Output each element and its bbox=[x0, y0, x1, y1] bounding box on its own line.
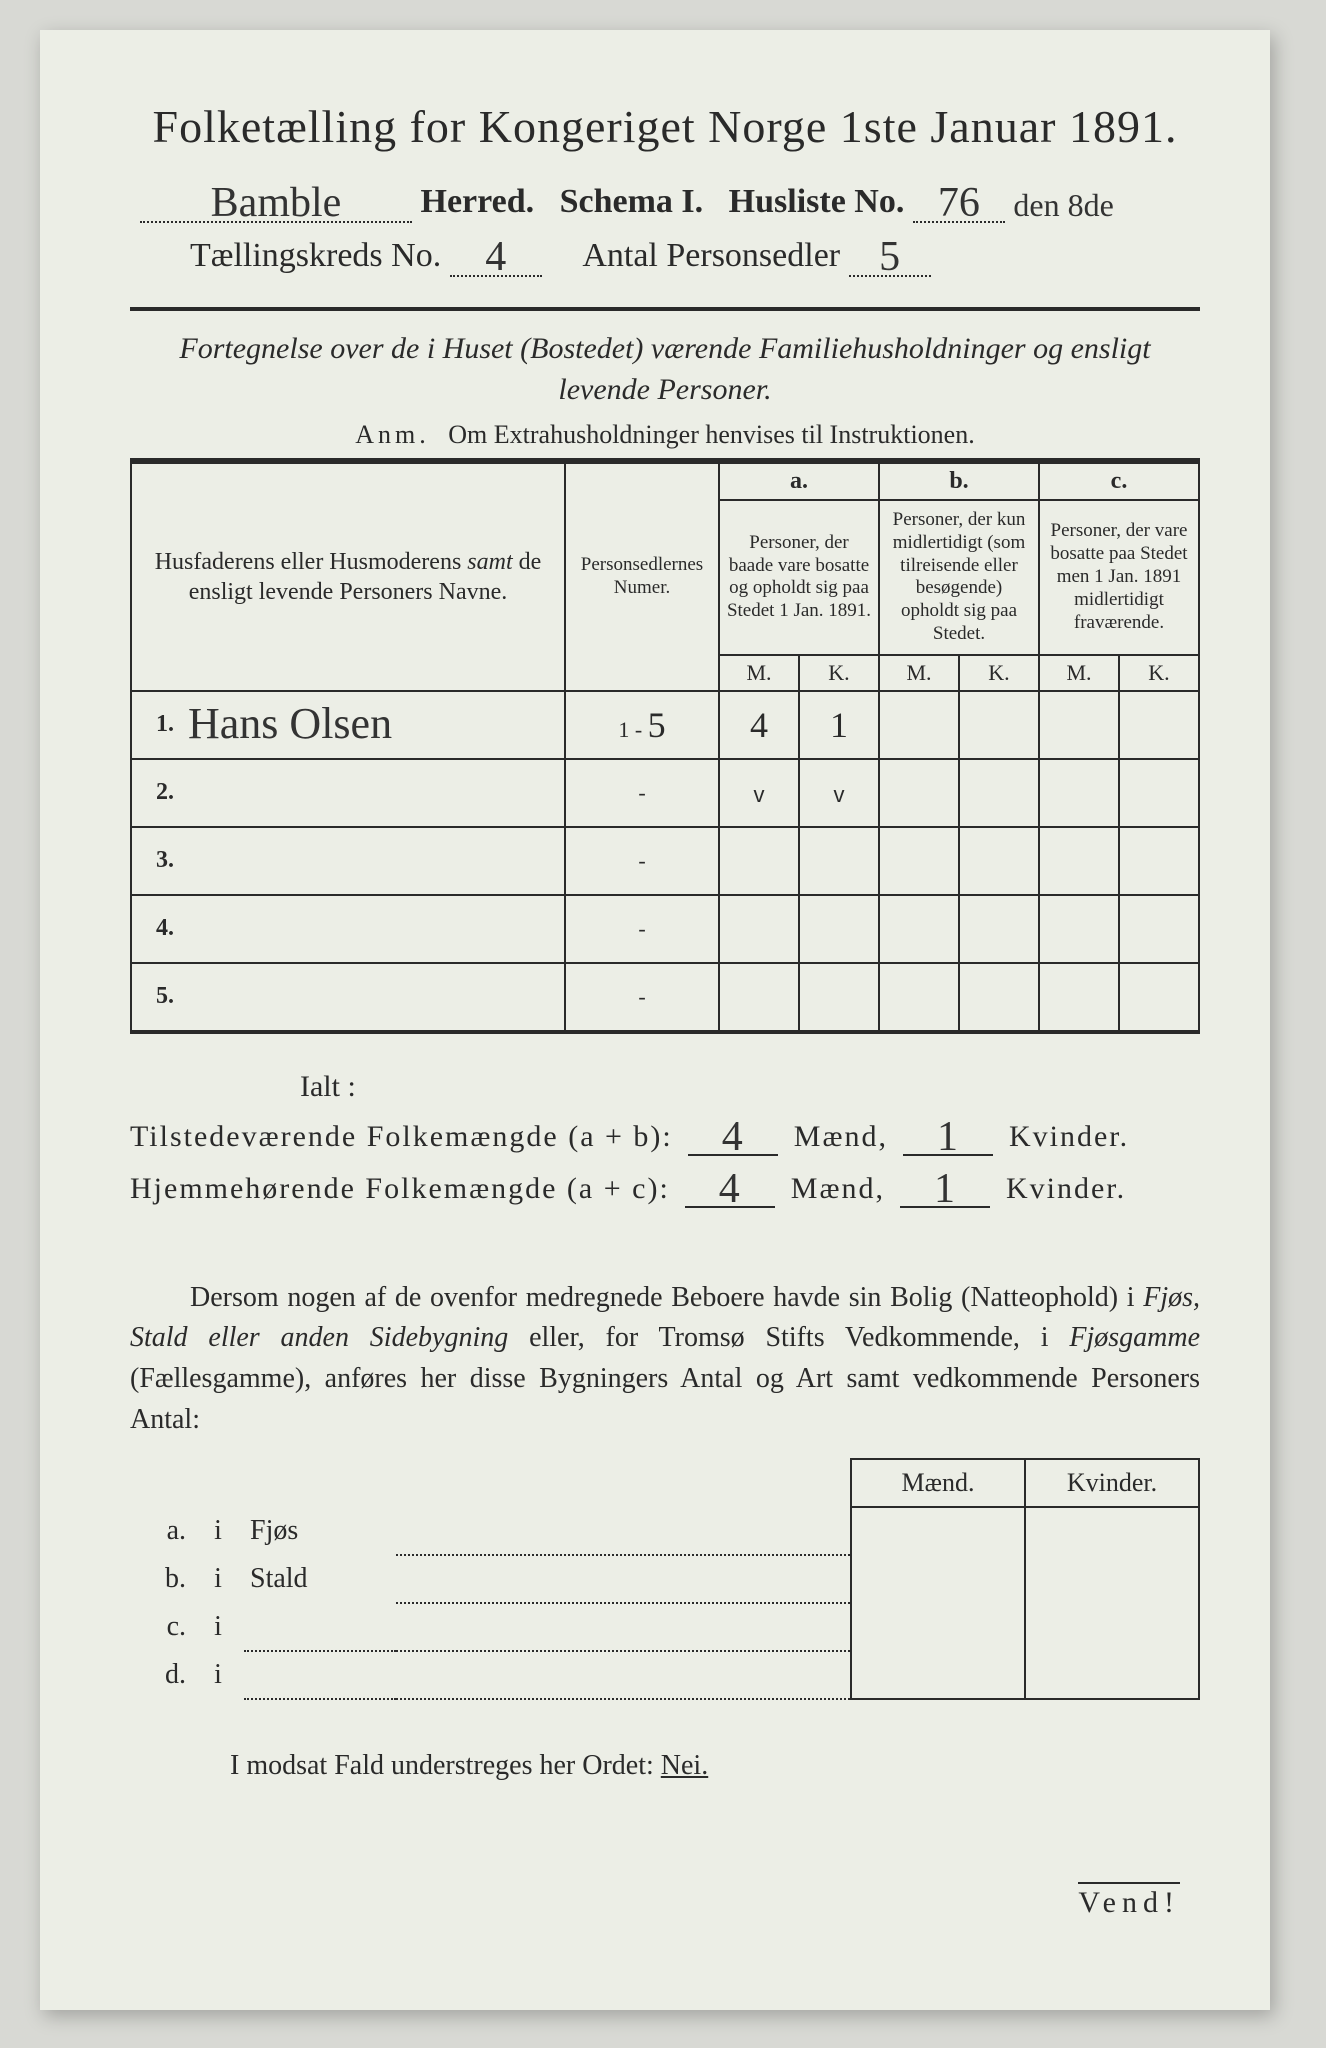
table-row: 3. - bbox=[131, 827, 1199, 895]
present-women: 1 bbox=[937, 1125, 960, 1150]
col-c-m: M. bbox=[1039, 655, 1119, 691]
anm-line: Anm. Om Extrahusholdninger henvises til … bbox=[130, 420, 1200, 450]
husliste-value: 76 bbox=[938, 191, 980, 216]
outbuilding-row: a. i Fjøs bbox=[130, 1507, 1199, 1555]
table-row: 1. Hans Olsen 1 - 5 4 1 bbox=[131, 691, 1199, 759]
group-a-label: a. bbox=[719, 462, 879, 500]
anm-text: Om Extrahusholdninger henvises til Instr… bbox=[448, 420, 974, 449]
group-b-text: Personer, der kun midlertidigt (som tilr… bbox=[879, 500, 1039, 655]
table-row: 2. - v v bbox=[131, 759, 1199, 827]
col-num-header: Personsedlernes Numer. bbox=[565, 462, 719, 691]
resident-women: 1 bbox=[934, 1177, 957, 1202]
lower-col-women: Kvinder. bbox=[1025, 1459, 1199, 1507]
col-a-k: K. bbox=[799, 655, 879, 691]
table-row: 5. - bbox=[131, 963, 1199, 1032]
sedler-label: Antal Personsedler bbox=[582, 237, 840, 274]
schema-label: Schema I. bbox=[560, 183, 704, 220]
group-b-label: b. bbox=[879, 462, 1039, 500]
col-a-m: M. bbox=[719, 655, 799, 691]
anm-label: Anm. bbox=[355, 420, 430, 449]
lower-col-men: Mænd. bbox=[851, 1459, 1025, 1507]
resident-population-line: Hjemmehørende Folkemængde (a + c): 4 Mæn… bbox=[130, 1172, 1200, 1208]
nei-word: Nei. bbox=[661, 1750, 708, 1781]
kreds-value: 4 bbox=[485, 245, 506, 270]
kreds-label: Tællingskreds No. bbox=[190, 237, 441, 274]
sedler-value: 5 bbox=[879, 245, 900, 270]
outbuilding-row: c. i bbox=[130, 1603, 1199, 1651]
divider bbox=[130, 307, 1200, 311]
row-num: 5 bbox=[648, 705, 666, 745]
group-a-text: Personer, der baade vare bosatte og opho… bbox=[719, 500, 879, 655]
table-row: 4. - bbox=[131, 895, 1199, 963]
turn-over-label: Vend! bbox=[1078, 1882, 1180, 1920]
census-form-sheet: Folketælling for Kongeriget Norge 1ste J… bbox=[40, 30, 1270, 2010]
header-line-1: Bamble Herred. Schema I. Husliste No. 76… bbox=[130, 183, 1200, 223]
present-population-line: Tilstedeværende Folkemængde (a + b): 4 M… bbox=[130, 1120, 1200, 1156]
herred-value: Bamble bbox=[211, 191, 342, 216]
col-name-header: Husfaderens eller Husmoderens samt de en… bbox=[155, 549, 542, 605]
present-men: 4 bbox=[722, 1125, 745, 1150]
husliste-suffix: den 8de bbox=[1013, 196, 1113, 215]
form-title: Folketælling for Kongeriget Norge 1ste J… bbox=[130, 100, 1200, 153]
outbuilding-row: d. i bbox=[130, 1651, 1199, 1699]
row-name: Hans Olsen bbox=[188, 711, 392, 737]
form-description: Fortegnelse over de i Huset (Bostedet) v… bbox=[160, 329, 1170, 410]
household-table: Husfaderens eller Husmoderens samt de en… bbox=[130, 460, 1200, 1034]
herred-label: Herred. bbox=[421, 183, 535, 220]
col-b-m: M. bbox=[879, 655, 959, 691]
husliste-label: Husliste No. bbox=[729, 183, 905, 220]
col-c-k: K. bbox=[1119, 655, 1199, 691]
totals-block: Ialt : Tilstedeværende Folkemængde (a + … bbox=[130, 1070, 1200, 1208]
header-line-2: Tællingskreds No. 4 Antal Personsedler 5 bbox=[130, 237, 1200, 277]
group-c-text: Personer, der vare bosatte paa Stedet me… bbox=[1039, 500, 1199, 655]
outbuilding-table: Mænd. Kvinder. a. i Fjøs b. i Stald c. i bbox=[130, 1458, 1200, 1700]
modsat-line: I modsat Fald understreges her Ordet: Ne… bbox=[130, 1750, 1200, 1782]
resident-men: 4 bbox=[719, 1177, 742, 1202]
group-c-label: c. bbox=[1039, 462, 1199, 500]
outbuilding-row: b. i Stald bbox=[130, 1555, 1199, 1603]
ialt-label: Ialt : bbox=[130, 1070, 1200, 1104]
outbuilding-paragraph: Dersom nogen af de ovenfor medregnede Be… bbox=[130, 1278, 1200, 1440]
col-b-k: K. bbox=[959, 655, 1039, 691]
